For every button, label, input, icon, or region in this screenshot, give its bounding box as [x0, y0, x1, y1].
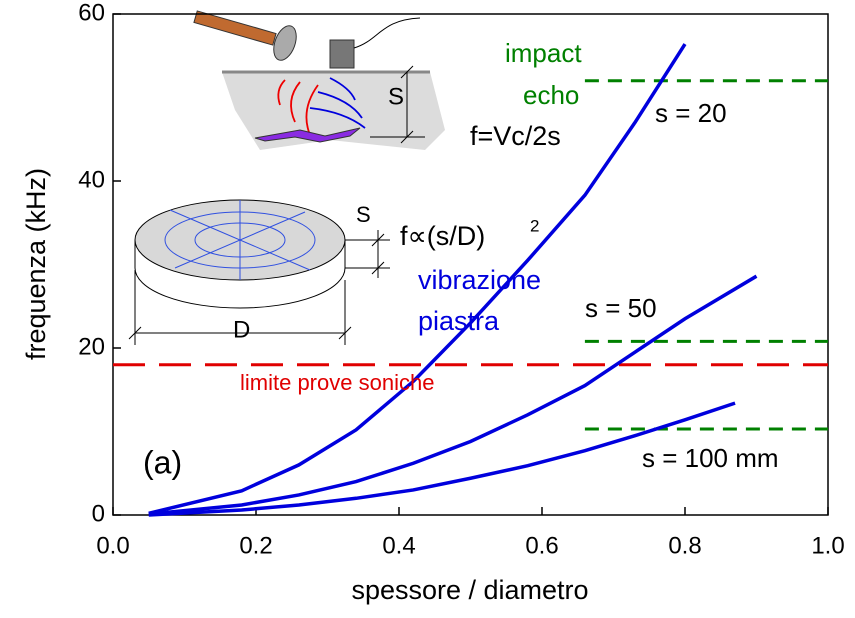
annotation: vibrazione [418, 265, 541, 295]
dimension-s1 [370, 65, 425, 144]
y-axis-label: frequenza (kHz) [21, 168, 51, 360]
series-line [148, 43, 687, 516]
sensor [329, 39, 355, 69]
annotation: 2 [530, 216, 539, 235]
waves [277, 77, 366, 136]
annotation: S [356, 202, 371, 227]
x-tick-label: 0.0 [96, 532, 129, 559]
x-axis-label: spessore / diametro [351, 575, 588, 605]
series-line [148, 274, 758, 516]
concrete-block [222, 72, 445, 150]
annotation: f=Vc/2s [470, 121, 561, 151]
annotation: f∝(s/D) [400, 221, 485, 251]
illustration [128, 10, 445, 345]
annotation: S [388, 83, 404, 110]
series-line [148, 401, 736, 517]
hammer-handle [193, 10, 277, 46]
annotation: D [233, 316, 250, 343]
annotation: impact [505, 38, 582, 68]
y-tick-label: 0 [92, 500, 105, 527]
series-label: s = 100 mm [642, 443, 779, 473]
dimension-s2 [345, 230, 390, 278]
defect [254, 127, 361, 143]
series-label: s = 50 [585, 293, 657, 323]
annotation: limite prove soniche [240, 370, 434, 395]
dimension-d [128, 270, 352, 345]
y-tick-label: 40 [78, 166, 105, 193]
wire [353, 17, 421, 49]
x-tick-label: 1.0 [811, 532, 844, 559]
x-tick-label: 0.2 [239, 532, 272, 559]
plot-frame [112, 13, 829, 516]
disk-modes [164, 200, 316, 280]
x-tick-label: 0.8 [668, 532, 701, 559]
y-tick-label: 20 [78, 333, 105, 360]
x-tick-label: 0.6 [525, 532, 558, 559]
x-tick-label: 0.4 [382, 532, 415, 559]
annotation: echo [523, 80, 579, 110]
y-tick-label: 60 [78, 0, 105, 26]
annotation: (a) [143, 444, 182, 480]
hammer-head [273, 25, 297, 61]
series-label: s = 20 [655, 98, 727, 128]
annotation: piastra [418, 306, 500, 336]
